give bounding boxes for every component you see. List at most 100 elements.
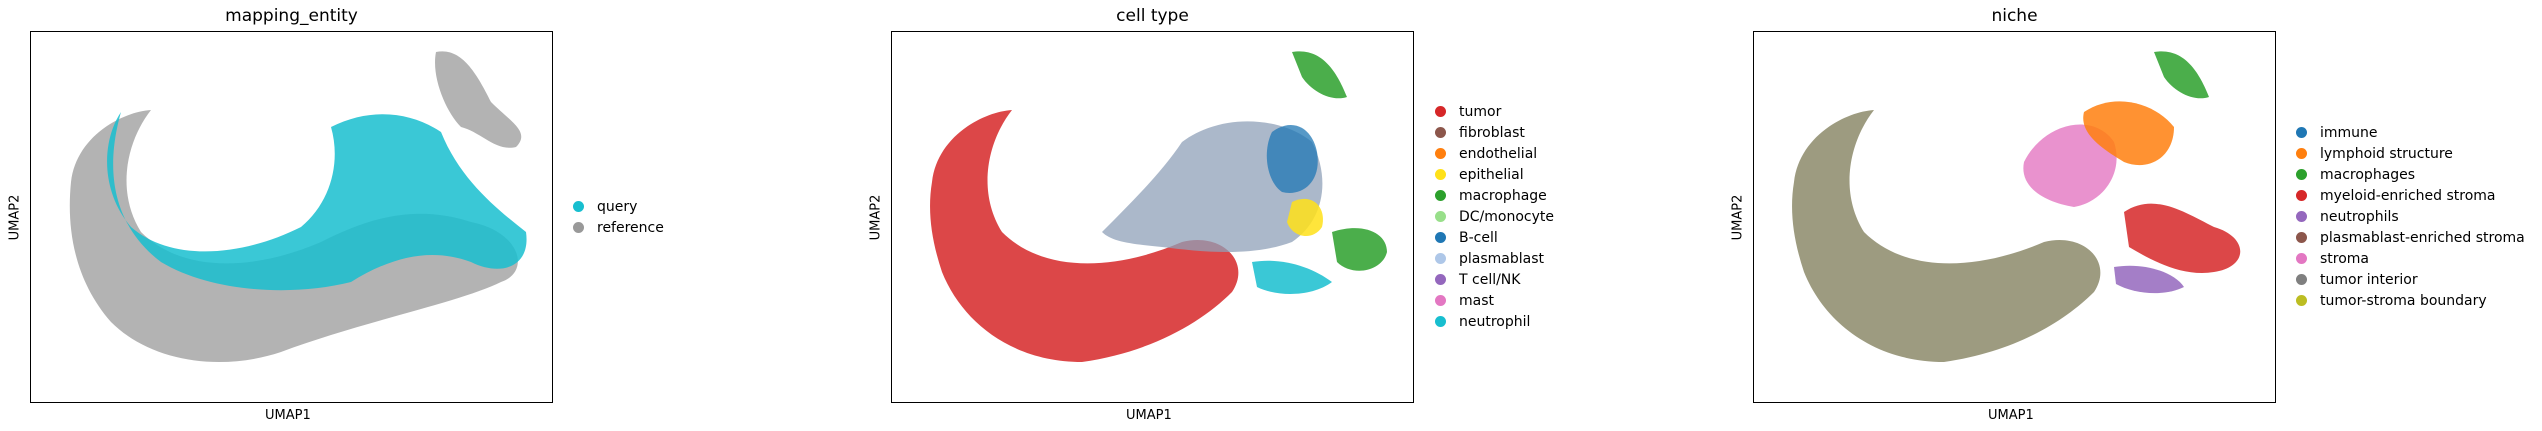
legend-marker-icon — [1435, 190, 1446, 201]
legend-label: plasmablast-enriched stroma — [2320, 229, 2525, 246]
embedding-query — [107, 112, 527, 291]
cluster-b-cell — [1266, 124, 1318, 193]
legend-item: immune — [2296, 122, 2525, 143]
legend-label: neutrophil — [1459, 313, 1531, 330]
cluster-epithelial — [1287, 198, 1323, 237]
plot-area — [30, 31, 553, 403]
legend-marker-icon — [1435, 211, 1446, 222]
chart-title: niche — [1991, 6, 2038, 26]
legend-marker-icon — [573, 201, 584, 212]
legend-item: B-cell — [1435, 227, 1554, 248]
legend-label: mast — [1459, 292, 1494, 309]
legend-label: tumor interior — [2320, 271, 2418, 288]
cluster-lymphoid-structure — [2083, 101, 2174, 166]
legend-label: reference — [597, 219, 664, 236]
cluster-macrophages — [2154, 51, 2209, 99]
legend-item: stroma — [2296, 248, 2525, 269]
legend-item: query — [573, 196, 664, 217]
legend-marker-icon — [2296, 274, 2307, 285]
legend-marker-icon — [2296, 211, 2307, 222]
legend-label: endothelial — [1459, 145, 1538, 162]
legend-label: macrophage — [1459, 187, 1547, 204]
legend-marker-icon — [2296, 148, 2307, 159]
umap-scatter-cell-type — [930, 51, 1387, 362]
legend-item: neutrophil — [1435, 311, 1554, 332]
cluster-neutrophil — [1252, 260, 1332, 294]
chart-title: cell type — [1116, 6, 1189, 26]
cluster-neutrophils — [2114, 265, 2184, 294]
legend-item: tumor-stroma boundary — [2296, 290, 2525, 311]
plot-area — [1753, 31, 2276, 403]
chart-title: mapping_entity — [225, 6, 358, 26]
legend-marker-icon — [1435, 232, 1446, 243]
panel-niche: niche UMAP1 UMAP2 immune lymphoid struct… — [1720, 0, 2542, 431]
legend-marker-icon — [2296, 295, 2307, 306]
panel-cell-type: cell type UMAP1 UMAP2 tumor fibroblast e… — [860, 0, 1720, 431]
legend: tumor fibroblast endothelial epithelial … — [1435, 101, 1554, 332]
panel-mapping-entity: mapping_entity UMAP1 UMAP2 query referen… — [0, 0, 860, 431]
legend-marker-icon — [2296, 253, 2307, 264]
legend-item: macrophage — [1435, 185, 1554, 206]
embedding-top-island — [435, 51, 522, 148]
legend-item: epithelial — [1435, 164, 1554, 185]
legend-item: mast — [1435, 290, 1554, 311]
cluster-stroma — [2023, 124, 2117, 207]
legend-item: fibroblast — [1435, 122, 1554, 143]
legend-marker-icon — [1435, 169, 1446, 180]
legend-item: lymphoid structure — [2296, 143, 2525, 164]
legend-label: T cell/NK — [1459, 271, 1521, 288]
x-axis-label: UMAP1 — [265, 408, 311, 423]
legend-marker-icon — [2296, 232, 2307, 243]
legend-label: query — [597, 198, 638, 215]
legend-label: neutrophils — [2320, 208, 2399, 225]
umap-scatter-niche — [1792, 51, 2241, 362]
legend-marker-icon — [1435, 253, 1446, 264]
legend-label: fibroblast — [1459, 124, 1525, 141]
legend-item: tumor — [1435, 101, 1554, 122]
legend-marker-icon — [2296, 127, 2307, 138]
legend-item: T cell/NK — [1435, 269, 1554, 290]
legend-marker-icon — [573, 222, 584, 233]
legend-marker-icon — [1435, 148, 1446, 159]
cluster-tumor-interior — [1792, 110, 2101, 362]
legend-marker-icon — [1435, 274, 1446, 285]
legend-item: neutrophils — [2296, 206, 2525, 227]
legend-item: macrophages — [2296, 164, 2525, 185]
legend-item: DC/monocyte — [1435, 206, 1554, 227]
legend-label: B-cell — [1459, 229, 1498, 246]
legend-item: myeloid-enriched stroma — [2296, 185, 2525, 206]
legend-marker-icon — [2296, 190, 2307, 201]
legend-marker-icon — [1435, 127, 1446, 138]
umap-scatter-mapping-entity — [69, 51, 527, 362]
legend-item: endothelial — [1435, 143, 1554, 164]
embedding-reference — [69, 110, 518, 362]
cluster-myeloid-enriched-stroma — [2124, 203, 2241, 273]
cluster-macrophage — [1292, 51, 1387, 271]
legend-label: immune — [2320, 124, 2378, 141]
y-axis-label: UMAP2 — [1730, 194, 1746, 241]
x-axis-label: UMAP1 — [1988, 408, 2034, 423]
legend-label: plasmablast — [1459, 250, 1545, 267]
plot-area — [891, 31, 1414, 403]
legend-marker-icon — [1435, 316, 1446, 327]
legend-item: plasmablast-enriched stroma — [2296, 227, 2525, 248]
legend-item: plasmablast — [1435, 248, 1554, 269]
y-axis-label: UMAP2 — [868, 194, 884, 241]
legend-marker-icon — [2296, 169, 2307, 180]
legend: query reference — [573, 196, 664, 238]
cluster-tumor — [930, 110, 1239, 362]
legend-label: tumor — [1459, 103, 1502, 120]
legend-label: epithelial — [1459, 166, 1524, 183]
legend-label: tumor-stroma boundary — [2320, 292, 2487, 309]
legend-label: lymphoid structure — [2320, 145, 2453, 162]
legend-item: tumor interior — [2296, 269, 2525, 290]
legend-label: myeloid-enriched stroma — [2320, 187, 2496, 204]
legend-item: reference — [573, 217, 664, 238]
legend: immune lymphoid structure macrophages my… — [2296, 122, 2525, 311]
legend-marker-icon — [1435, 106, 1446, 117]
legend-marker-icon — [1435, 295, 1446, 306]
x-axis-label: UMAP1 — [1126, 408, 1172, 423]
legend-label: DC/monocyte — [1459, 208, 1554, 225]
y-axis-label: UMAP2 — [7, 194, 23, 241]
legend-label: stroma — [2320, 250, 2370, 267]
